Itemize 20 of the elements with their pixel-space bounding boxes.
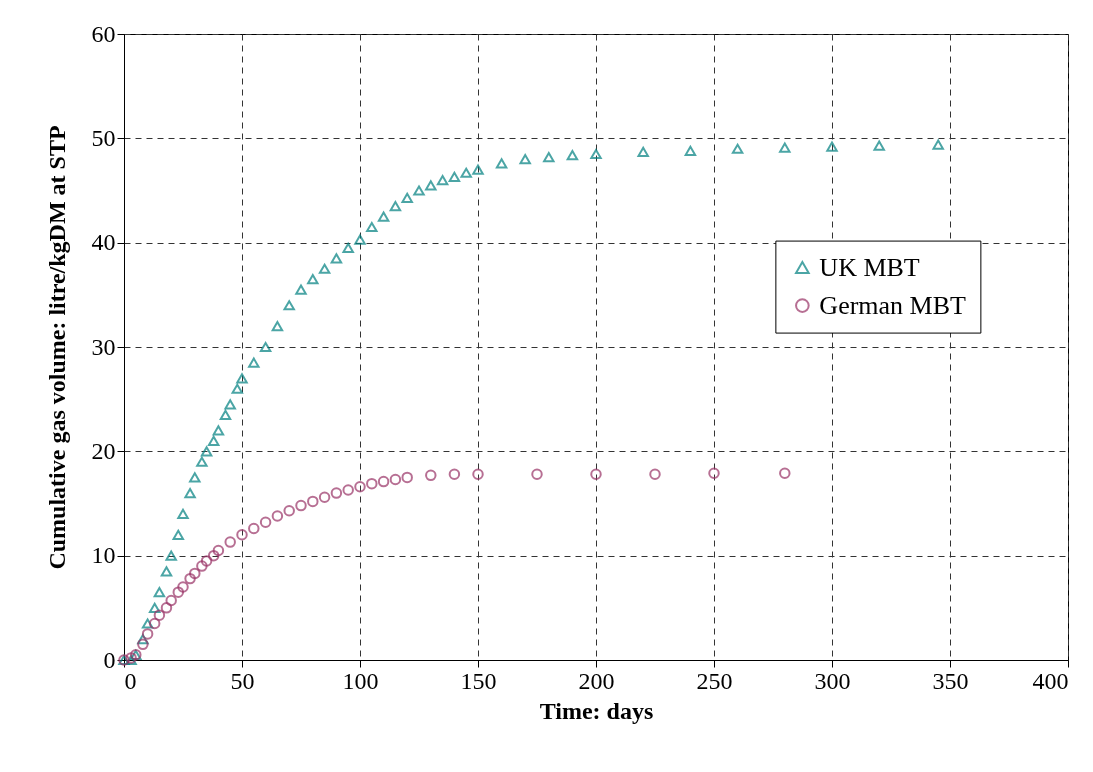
y-tick-label: 30 [91, 333, 116, 360]
x-tick-label: 350 [932, 667, 969, 694]
y-tick-label: 40 [91, 229, 116, 256]
x-tick-label: 0 [124, 667, 137, 694]
legend-label: German MBT [819, 290, 967, 320]
y-axis-title: Cumulative gas volume: litre/kgDM at STP [43, 125, 70, 570]
y-tick-label: 0 [103, 646, 116, 673]
x-tick-label: 200 [578, 667, 615, 694]
x-tick-label: 150 [460, 667, 497, 694]
y-tick-label: 10 [91, 542, 116, 569]
x-tick-label: 250 [696, 667, 733, 694]
y-tick-label: 50 [91, 124, 116, 151]
x-tick-label: 400 [1032, 667, 1069, 694]
y-tick-label: 20 [91, 437, 116, 464]
x-tick-label: 100 [342, 667, 379, 694]
y-tick-label: 60 [91, 20, 116, 47]
x-tick-label: 300 [814, 667, 851, 694]
x-tick-label: 50 [230, 667, 255, 694]
x-axis-title: Time: days [539, 697, 654, 724]
legend-label: UK MBT [819, 252, 920, 282]
